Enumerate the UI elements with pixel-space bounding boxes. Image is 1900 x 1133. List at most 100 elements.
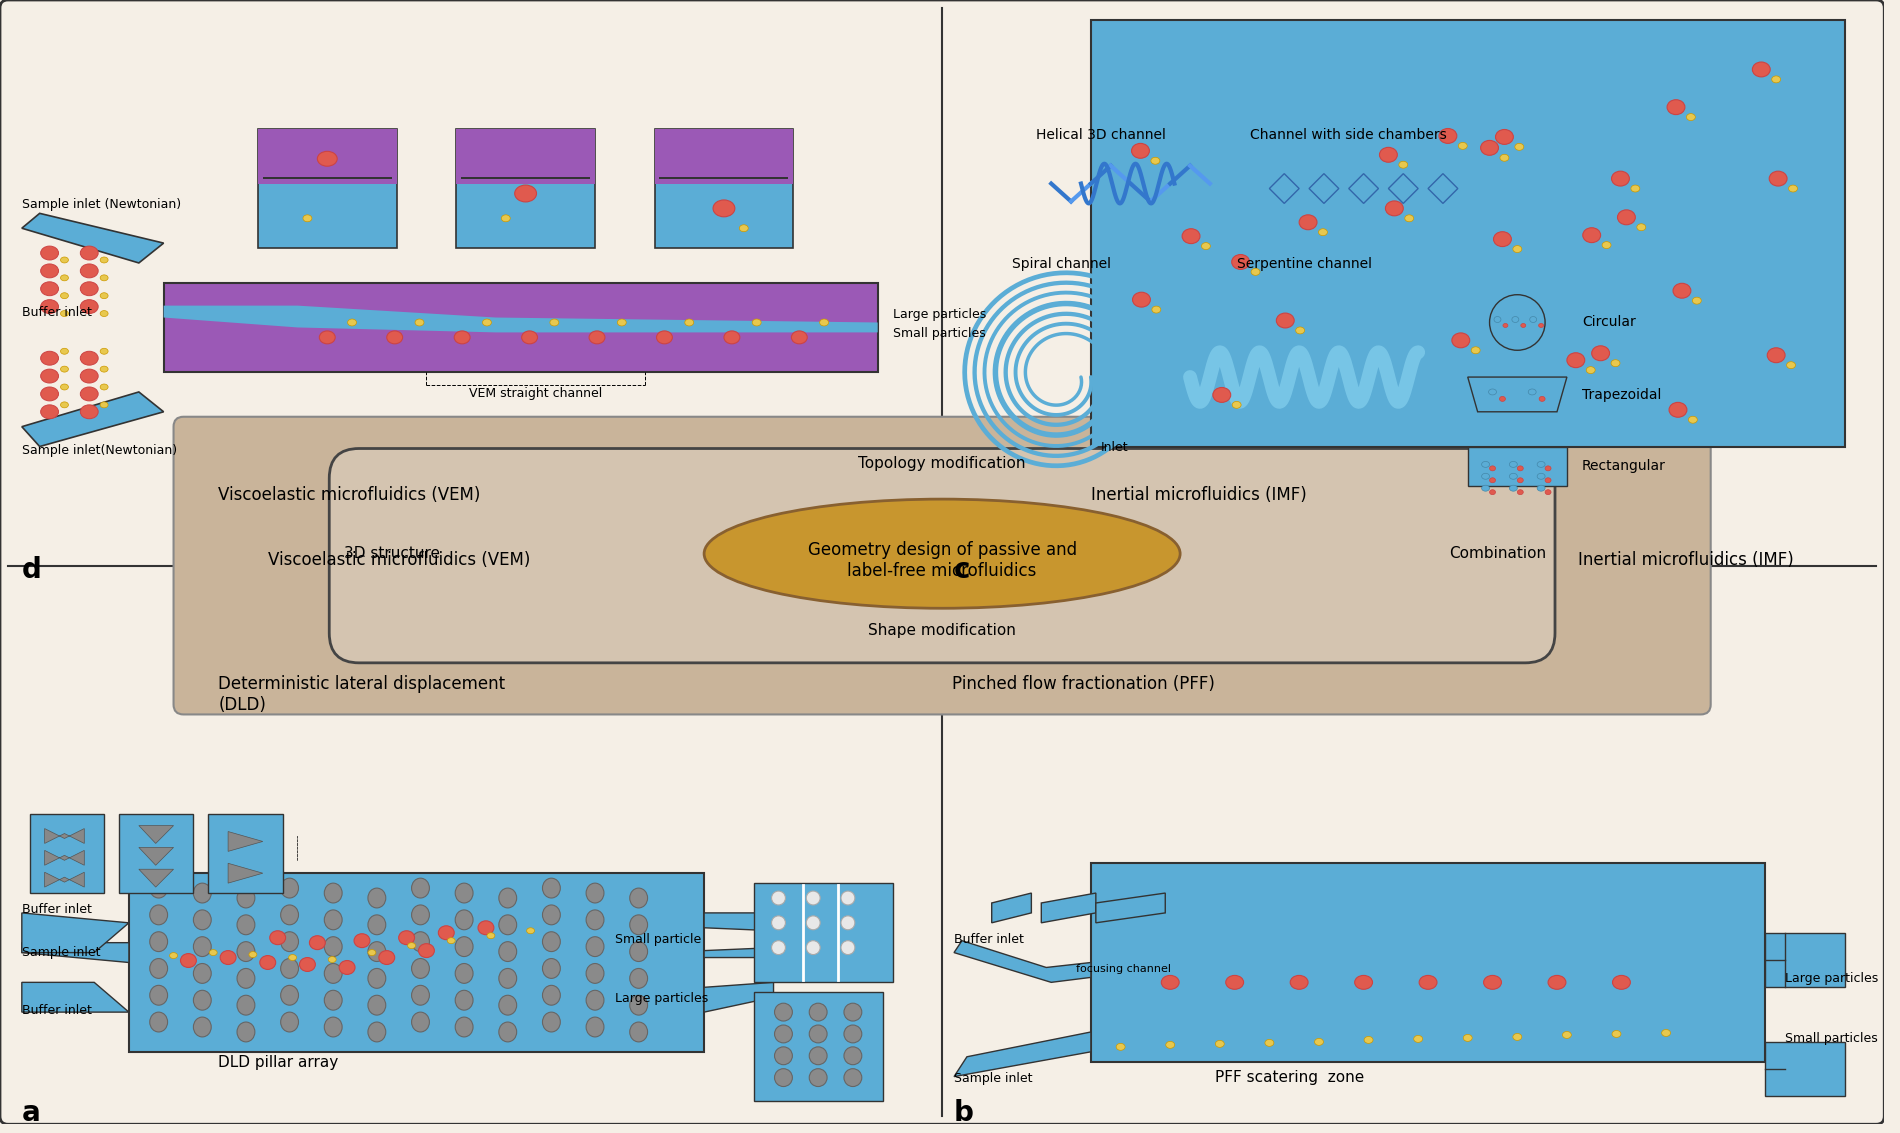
Bar	[1765, 932, 1845, 987]
Ellipse shape	[325, 990, 342, 1011]
Ellipse shape	[1539, 324, 1543, 327]
Ellipse shape	[194, 910, 211, 930]
Ellipse shape	[61, 275, 68, 281]
Text: Viscoelastic microfluidics (VEM): Viscoelastic microfluidics (VEM)	[218, 486, 481, 504]
Ellipse shape	[40, 282, 59, 296]
Ellipse shape	[792, 331, 808, 343]
Ellipse shape	[388, 331, 403, 343]
Text: Trapezoidal: Trapezoidal	[1583, 387, 1661, 402]
Ellipse shape	[101, 257, 108, 263]
Ellipse shape	[1300, 215, 1317, 230]
Ellipse shape	[1151, 157, 1159, 164]
Ellipse shape	[80, 404, 99, 419]
Bar	[754, 993, 884, 1101]
Ellipse shape	[771, 940, 785, 955]
Ellipse shape	[1499, 154, 1509, 161]
Ellipse shape	[629, 888, 648, 908]
Ellipse shape	[40, 369, 59, 383]
Ellipse shape	[169, 953, 177, 959]
Ellipse shape	[500, 942, 517, 962]
Ellipse shape	[348, 320, 357, 326]
Ellipse shape	[1490, 489, 1495, 495]
Text: Small particles: Small particles	[893, 327, 986, 340]
Ellipse shape	[1539, 397, 1545, 401]
Ellipse shape	[1537, 485, 1545, 492]
Bar	[30, 813, 104, 893]
Ellipse shape	[500, 914, 517, 935]
Polygon shape	[705, 947, 773, 957]
Text: Sample inlet (Newtonian): Sample inlet (Newtonian)	[21, 198, 181, 212]
Ellipse shape	[629, 914, 648, 935]
Ellipse shape	[281, 1012, 298, 1032]
Bar	[262, 177, 391, 179]
Polygon shape	[1041, 893, 1096, 922]
Ellipse shape	[1151, 306, 1161, 313]
Ellipse shape	[281, 878, 298, 898]
Text: Viscoelastic microfluidics (VEM): Viscoelastic microfluidics (VEM)	[268, 551, 530, 569]
Polygon shape	[139, 826, 173, 843]
Text: DLD pillar array: DLD pillar array	[218, 1055, 338, 1070]
Bar	[1091, 863, 1765, 1062]
Text: Serpentine channel: Serpentine channel	[1237, 257, 1372, 271]
Ellipse shape	[1786, 361, 1796, 368]
Ellipse shape	[101, 310, 108, 316]
Ellipse shape	[369, 942, 386, 962]
Ellipse shape	[500, 995, 517, 1015]
Text: Sample inlet: Sample inlet	[954, 1072, 1032, 1084]
Text: Deterministic lateral displacement
(DLD): Deterministic lateral displacement (DLD)	[218, 675, 505, 714]
Text: d: d	[21, 555, 42, 583]
Bar	[120, 813, 194, 893]
Ellipse shape	[522, 331, 538, 343]
Ellipse shape	[1611, 171, 1630, 186]
Ellipse shape	[194, 963, 211, 983]
Text: Buffer inlet: Buffer inlet	[21, 903, 91, 915]
Ellipse shape	[412, 878, 429, 898]
Ellipse shape	[500, 888, 517, 908]
Ellipse shape	[775, 1003, 792, 1021]
Bar	[129, 874, 705, 1051]
Text: Large particles: Large particles	[893, 307, 986, 321]
Ellipse shape	[526, 928, 534, 934]
Text: Circular: Circular	[1583, 315, 1636, 330]
Bar	[209, 813, 283, 893]
Ellipse shape	[289, 955, 296, 961]
FancyBboxPatch shape	[173, 417, 1710, 715]
Ellipse shape	[1689, 416, 1697, 424]
Ellipse shape	[819, 320, 828, 326]
Text: Rectangular: Rectangular	[1583, 459, 1666, 474]
Ellipse shape	[1419, 976, 1436, 989]
Bar	[258, 129, 397, 248]
Polygon shape	[1429, 173, 1457, 204]
Bar	[654, 129, 794, 248]
Ellipse shape	[1512, 316, 1518, 323]
Ellipse shape	[585, 990, 604, 1011]
Text: c: c	[954, 555, 971, 583]
Ellipse shape	[1788, 185, 1797, 191]
Ellipse shape	[1518, 478, 1524, 483]
Ellipse shape	[1438, 128, 1457, 144]
Ellipse shape	[1611, 1031, 1621, 1038]
Ellipse shape	[412, 905, 429, 925]
Ellipse shape	[752, 320, 762, 326]
Ellipse shape	[418, 944, 435, 957]
Text: 3D structure: 3D structure	[344, 546, 439, 561]
Text: focusing channel: focusing channel	[1075, 964, 1170, 974]
Ellipse shape	[300, 957, 315, 971]
Ellipse shape	[40, 387, 59, 401]
Ellipse shape	[585, 937, 604, 956]
Ellipse shape	[1602, 241, 1611, 248]
Ellipse shape	[353, 934, 370, 947]
Ellipse shape	[150, 931, 167, 952]
Ellipse shape	[40, 264, 59, 278]
Ellipse shape	[1611, 359, 1621, 367]
Text: Large particles: Large particles	[1786, 972, 1879, 986]
Text: Buffer inlet: Buffer inlet	[21, 306, 91, 318]
Ellipse shape	[1398, 161, 1408, 168]
Ellipse shape	[1499, 397, 1505, 401]
Ellipse shape	[446, 938, 456, 944]
Ellipse shape	[180, 954, 196, 968]
Ellipse shape	[629, 995, 648, 1015]
Ellipse shape	[775, 1068, 792, 1087]
Ellipse shape	[340, 961, 355, 974]
Ellipse shape	[806, 891, 821, 905]
